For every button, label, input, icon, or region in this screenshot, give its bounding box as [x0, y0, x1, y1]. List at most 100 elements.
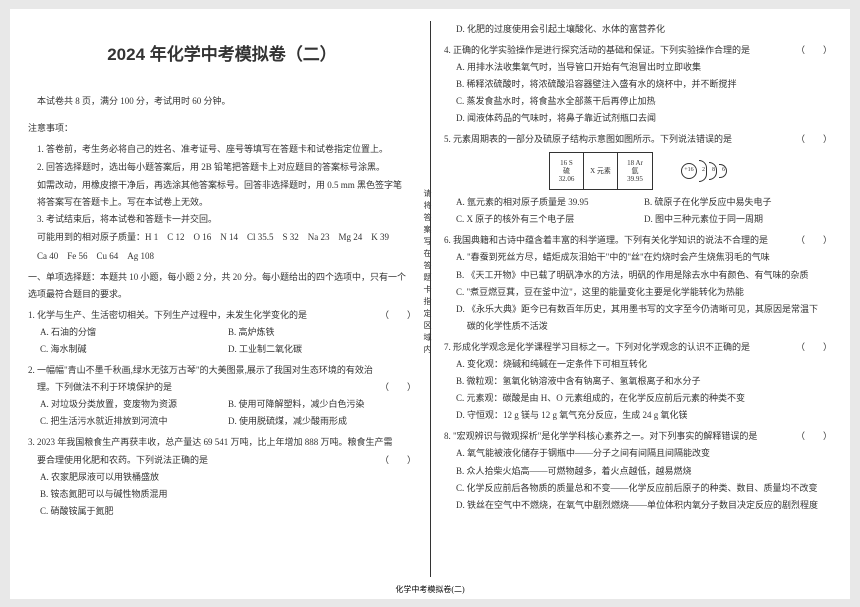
q-stem-text: 1. 化学与生产、生活密切相关。下列生产过程中，未发生化学变化的是	[28, 310, 307, 320]
answer-paren: （ ）	[796, 131, 832, 148]
option-b: B. 铵态氮肥可以与碱性物质混用	[40, 486, 416, 503]
cell-bot: 32.06	[550, 175, 583, 183]
q-stem-text: 6. 我国典籍和古诗中蕴含着丰富的科学道理。下列有关化学知识的说法不合理的是	[444, 235, 768, 245]
answer-paren: （ ）	[371, 452, 416, 469]
electron-shell: 8	[709, 162, 717, 180]
option-d: D. 守恒观：12 g 镁与 12 g 氧气充分反应，生成 24 g 氧化镁	[456, 407, 832, 424]
periodic-table-excerpt: 16 S硫32.06 X 元素 18 Ar氩39.95	[549, 152, 653, 190]
option-a: A. 用排水法收集氧气时，当导管口开始有气泡冒出时立即收集	[456, 59, 832, 76]
exam-paper: 请将答案写在答题卡指定区域内 2024 年化学中考模拟卷（二） 本试卷共 8 页…	[10, 9, 850, 599]
atom-diagram: +16 2 8 6	[681, 160, 727, 182]
option-d: D. 工业制二氧化碳	[228, 341, 416, 358]
option-a: A. 变化观：烧碱和纯碱在一定条件下可相互转化	[456, 356, 832, 373]
right-column: D. 化肥的过度使用会引起土壤酸化、水体的富营养化 4. 正确的化学实验操作是进…	[430, 21, 832, 591]
left-column: 2024 年化学中考模拟卷（二） 本试卷共 8 页，满分 100 分，考试用时 …	[28, 21, 430, 591]
notice-line: 1. 答卷前，考生务必将自己的姓名、准考证号、座号等填写在答题卡和试卷指定位置上…	[28, 141, 416, 158]
q-stem: 7. 形成化学观念是化学课程学习目标之一。下列对化学观念的认识不正确的是 （ ）	[444, 339, 832, 356]
option-c: C. "煮豆燃豆萁，豆在釜中泣"，这里的能量变化主要是化学能转化为热能	[456, 284, 832, 301]
option-d: D. 图中三种元素位于同一周期	[644, 211, 832, 228]
option-d: D. 使用脱硫煤，减少酸雨形成	[228, 413, 416, 430]
q-stem-text: 理。下列做法不利于环境保护的是	[37, 382, 172, 392]
option-a: A. 对垃圾分类放置，变废物为资源	[40, 396, 228, 413]
option-b: B. 使用可降解塑料，减少白色污染	[228, 396, 416, 413]
q-stem: 要合理使用化肥和农药。下列说法正确的是 （ ）	[28, 452, 416, 469]
q-stem-text: 8. "宏观辨识与微观探析"是化学学科核心素养之一。对下列事实的解释错误的是	[444, 431, 757, 441]
option-b: B. 众人拾柴火焰高——可燃物越多，着火点越低，越易燃烧	[456, 463, 832, 480]
answer-paren: （ ）	[796, 339, 832, 356]
cell-mid: 氩	[618, 167, 652, 175]
notice-heading: 注意事项：	[28, 120, 416, 137]
section-line: 一、单项选择题：本题共 10 小题，每小题 2 分，共 20 分。每小题给出的四…	[28, 269, 416, 286]
option-a: A. 石油的分馏	[40, 324, 228, 341]
cell-top: 16 S	[550, 159, 583, 167]
option-c: C. 海水制碱	[40, 341, 228, 358]
question-1: 1. 化学与生产、生活密切相关。下列生产过程中，未发生化学变化的是 （ ） A. …	[28, 307, 416, 358]
section-heading: 一、单项选择题：本题共 10 小题，每小题 2 分，共 20 分。每小题给出的四…	[28, 269, 416, 303]
notice-line: 3. 考试结束后，将本试卷和答题卡一并交回。	[28, 211, 416, 228]
answer-paren: （ ）	[796, 42, 832, 59]
exam-title: 2024 年化学中考模拟卷（二）	[28, 39, 416, 71]
option-b: B. 高炉炼铁	[228, 324, 416, 341]
option-b: B. 《天工开物》中已载了明矾净水的方法，明矾的作用是除去水中有颜色、有气味的杂…	[456, 267, 832, 284]
q-stem: 1. 化学与生产、生活密切相关。下列生产过程中，未发生化学变化的是 （ ）	[28, 307, 416, 324]
notice-line: 如需改动，用橡皮擦干净后，再选涂其他答案标号。回答非选择题时，用 0.5 mm …	[28, 177, 416, 194]
q-stem: 6. 我国典籍和古诗中蕴含着丰富的科学道理。下列有关化学知识的说法不合理的是 （ …	[444, 232, 832, 249]
section-line: 选项最符合题目的要求。	[28, 286, 416, 303]
option-d: D. 铁丝在空气中不燃烧，在氧气中剧烈燃烧——单位体积内氧分子数目决定反应的剧烈…	[456, 497, 832, 514]
question-3: 3. 2023 年我国粮食生产再获丰收，总产量达 69 541 万吨，比上年增加…	[28, 434, 416, 519]
q-stem: 2. 一幅幅"青山不墨千秋画,绿水无弦万古琴"的大美图景,展示了我国对生态环境的…	[28, 362, 416, 379]
option-c: C. 化学反应前后各物质的质量总和不变——化学反应前后原子的种类、数目、质量均不…	[456, 480, 832, 497]
q-stem: 4. 正确的化学实验操作是进行探究活动的基础和保证。下列实验操作合理的是 （ ）	[444, 42, 832, 59]
question-4: 4. 正确的化学实验操作是进行探究活动的基础和保证。下列实验操作合理的是（ ） …	[444, 42, 832, 127]
cell-top: 18 Ar	[618, 159, 652, 167]
notice-line: 将答案写在答题卡上。写在本试卷上无效。	[28, 194, 416, 211]
option-c: C. 把生活污水就近排放到河流中	[40, 413, 228, 430]
answer-paren: （ ）	[796, 428, 832, 445]
answer-paren: （ ）	[371, 379, 416, 396]
page-footer: 化学中考模拟卷(二)	[10, 584, 850, 595]
option-c: C. 硝酸铵属于氮肥	[40, 503, 416, 520]
answer-paren: （ ）	[796, 232, 832, 249]
option-b: B. 稀释浓硫酸时，将浓硫酸沿容器壁注入盛有水的烧杯中，并不断搅拌	[456, 76, 832, 93]
option-d: D. 化肥的过度使用会引起土壤酸化、水体的富营养化	[456, 21, 832, 38]
question-7: 7. 形成化学观念是化学课程学习目标之一。下列对化学观念的认识不正确的是（ ） …	[444, 339, 832, 424]
notice-line: 2. 回答选择题时，选出每小题答案后，用 2B 铅笔把答题卡上对应题目的答案标号…	[28, 159, 416, 176]
q-stem-text: 要合理使用化肥和农药。下列说法正确的是	[37, 455, 208, 465]
electron-shell: 6	[719, 164, 727, 178]
question-2: 2. 一幅幅"青山不墨千秋画,绿水无弦万古琴"的大美图景,展示了我国对生态环境的…	[28, 362, 416, 430]
element-cell: 18 Ar氩39.95	[618, 153, 652, 189]
q-stem-text: 7. 形成化学观念是化学课程学习目标之一。下列对化学观念的认识不正确的是	[444, 342, 750, 352]
element-cell: 16 S硫32.06	[550, 153, 584, 189]
question-8: 8. "宏观辨识与微观探析"是化学学科核心素养之一。对下列事实的解释错误的是 （ …	[444, 428, 832, 513]
exam-meta: 本试卷共 8 页，满分 100 分，考试用时 60 分钟。	[28, 93, 416, 110]
cell-bot: 39.95	[618, 175, 652, 183]
notice-line: 可能用到的相对原子质量：H 1 C 12 O 16 N 14 Cl 35.5 S…	[28, 229, 416, 246]
option-c: C. 元素观：碳酸是由 H、O 元素组成的，在化学反应前后元素的种类不变	[456, 390, 832, 407]
nucleus: +16	[681, 163, 697, 179]
q-stem: 8. "宏观辨识与微观探析"是化学学科核心素养之一。对下列事实的解释错误的是 （ …	[444, 428, 832, 445]
q5-diagram: 16 S硫32.06 X 元素 18 Ar氩39.95 +16 2 8 6	[444, 152, 832, 190]
option-a: A. "春蚕到死丝方尽，蜡炬成灰泪始干"中的"丝"在灼烧时会产生烧焦羽毛的气味	[456, 249, 832, 266]
option-a: A. 氧气能被液化储存于钢瓶中——分子之间有间隔且间隔能改变	[456, 445, 832, 462]
option-c: C. X 原子的核外有三个电子层	[456, 211, 644, 228]
question-5: 5. 元素周期表的一部分及硫原子结构示意图如图所示。下列说法错误的是 （ ） 16…	[444, 131, 832, 228]
q-stem: 5. 元素周期表的一部分及硫原子结构示意图如图所示。下列说法错误的是 （ ）	[444, 131, 832, 148]
option-d-cont: 碳的化学性质不活泼	[456, 318, 832, 335]
cell-mid: X 元素	[584, 167, 617, 175]
question-6: 6. 我国典籍和古诗中蕴含着丰富的科学道理。下列有关化学知识的说法不合理的是 （ …	[444, 232, 832, 335]
q-stem-text: 4. 正确的化学实验操作是进行探究活动的基础和保证。下列实验操作合理的是	[444, 45, 750, 55]
q-stem: 3. 2023 年我国粮食生产再获丰收，总产量达 69 541 万吨，比上年增加…	[28, 434, 416, 451]
q-stem: 理。下列做法不利于环境保护的是 （ ）	[28, 379, 416, 396]
option-c: C. 蒸发食盐水时，将食盐水全部蒸干后再停止加热	[456, 93, 832, 110]
option-b: B. 硫原子在化学反应中易失电子	[644, 194, 832, 211]
option-b: B. 微粒观：氢氧化钠溶液中含有钠离子、氢氧根离子和水分子	[456, 373, 832, 390]
cell-mid: 硫	[550, 167, 583, 175]
element-cell: X 元素	[584, 153, 618, 189]
electron-shell: 2	[699, 160, 707, 182]
q-stem-text: 5. 元素周期表的一部分及硫原子结构示意图如图所示。下列说法错误的是	[444, 134, 732, 144]
option-a: A. 农家肥尿液可以用铁桶盛放	[40, 469, 416, 486]
option-d: D. 闻液体药品的气味时，将鼻子靠近试剂瓶口去闻	[456, 110, 832, 127]
option-a: A. 氩元素的相对原子质量是 39.95	[456, 194, 644, 211]
answer-paren: （ ）	[380, 307, 416, 324]
margin-note: 请将答案写在答题卡指定区域内	[422, 189, 433, 357]
